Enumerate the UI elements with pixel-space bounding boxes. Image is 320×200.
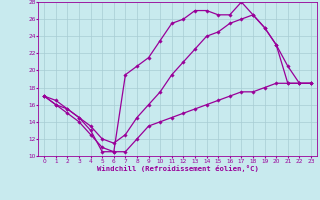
X-axis label: Windchill (Refroidissement éolien,°C): Windchill (Refroidissement éolien,°C): [97, 165, 259, 172]
